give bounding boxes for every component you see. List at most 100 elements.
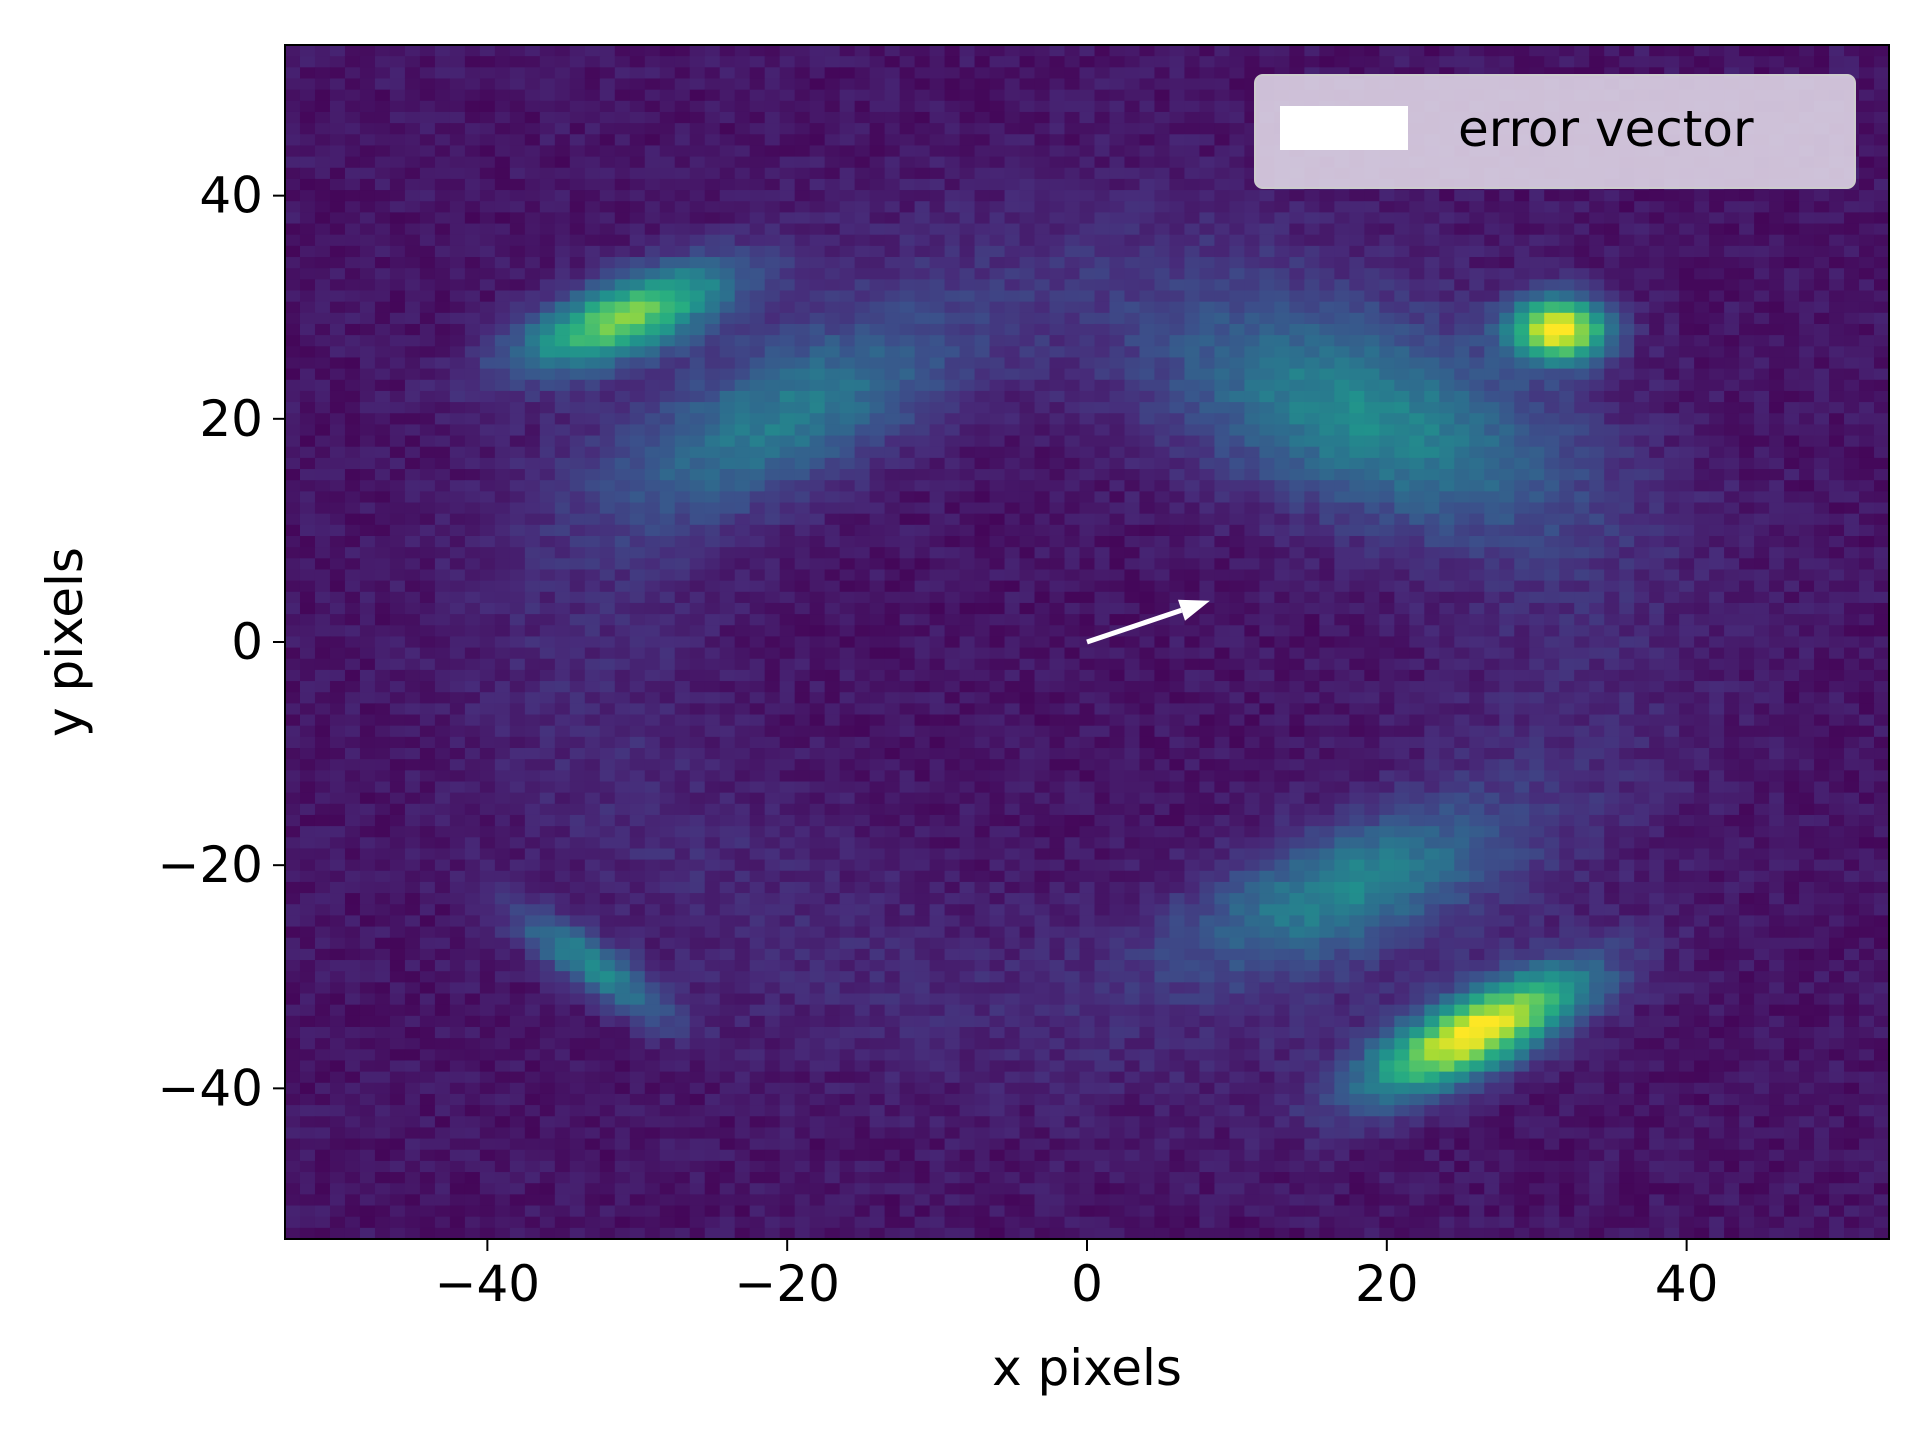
heatmap-cell — [1094, 491, 1111, 504]
heatmap-cell — [569, 290, 586, 303]
heatmap-cell — [809, 335, 826, 347]
heatmap-cell — [1364, 402, 1380, 414]
heatmap-cell — [974, 134, 991, 147]
heatmap-cell — [1424, 368, 1440, 381]
heatmap-cell — [569, 502, 586, 515]
heatmap-cell — [464, 368, 481, 381]
heatmap-cell — [689, 156, 706, 169]
heatmap-cell — [914, 480, 931, 492]
heatmap-cell — [689, 502, 706, 515]
heatmap-cell — [1634, 446, 1650, 459]
heatmap-cell — [824, 513, 841, 526]
heatmap-cell — [614, 390, 631, 403]
heatmap-cell — [434, 257, 451, 269]
heatmap-cell — [1844, 67, 1860, 80]
heatmap-cell — [1664, 457, 1680, 470]
heatmap-cell — [1844, 469, 1860, 481]
heatmap-cell — [644, 413, 661, 425]
heatmap-cell — [1529, 201, 1545, 213]
heatmap-cell — [1094, 357, 1111, 370]
heatmap-cell — [629, 89, 646, 102]
heatmap-cell — [1379, 290, 1395, 303]
heatmap-cell — [1004, 446, 1021, 459]
heatmap-cell — [434, 346, 451, 359]
heatmap-cell — [1829, 491, 1845, 504]
heatmap-cell — [1859, 156, 1875, 169]
heatmap-cell — [719, 457, 736, 470]
heatmap-cell — [494, 424, 511, 437]
heatmap-cell — [1154, 335, 1171, 347]
heatmap-cell — [404, 446, 421, 459]
heatmap-cell — [479, 290, 496, 303]
heatmap-cell — [659, 301, 676, 314]
heatmap-cell — [1739, 502, 1755, 515]
heatmap-cell — [344, 100, 361, 113]
heatmap-cell — [1859, 524, 1875, 537]
heatmap-cell — [779, 357, 796, 370]
heatmap-cell — [1199, 335, 1216, 347]
heatmap-cell — [479, 457, 496, 470]
heatmap-cell — [1124, 234, 1141, 247]
heatmap-cell — [285, 402, 301, 414]
heatmap-cell — [1799, 190, 1815, 202]
heatmap-cell — [1094, 368, 1111, 381]
heatmap-cell — [674, 357, 691, 370]
heatmap-cell — [1589, 424, 1605, 437]
heatmap-cell — [1364, 223, 1380, 236]
heatmap-cell — [1214, 167, 1231, 180]
heatmap-cell — [959, 234, 976, 247]
heatmap-cell — [524, 89, 541, 102]
heatmap-cell — [1004, 212, 1021, 225]
heatmap-cell — [569, 457, 586, 470]
heatmap-cell — [1199, 502, 1216, 515]
heatmap-cell — [629, 323, 646, 336]
heatmap-cell — [1229, 390, 1245, 403]
heatmap-cell — [629, 212, 646, 225]
heatmap-cell — [285, 480, 301, 492]
heatmap-cell — [884, 402, 901, 414]
heatmap-cell — [914, 45, 931, 57]
heatmap-cell — [1169, 290, 1186, 303]
heatmap-cell — [1589, 190, 1605, 202]
heatmap-cell — [1469, 379, 1485, 392]
heatmap-cell — [1739, 323, 1755, 336]
heatmap-cell — [494, 413, 511, 425]
heatmap-cell — [1379, 502, 1395, 515]
heatmap-cell — [1094, 413, 1111, 425]
heatmap-cell — [329, 513, 346, 526]
heatmap-cell — [1109, 402, 1126, 414]
heatmap-cell — [929, 346, 946, 359]
heatmap-cell — [989, 56, 1006, 68]
heatmap-cell — [719, 402, 736, 414]
heatmap-cell — [704, 245, 721, 258]
heatmap-cell — [959, 89, 976, 102]
heatmap-cell — [839, 245, 856, 258]
heatmap-cell — [539, 524, 556, 537]
heatmap-cell — [1874, 223, 1889, 236]
heatmap-cell — [434, 268, 451, 280]
heatmap-cell — [389, 223, 406, 236]
heatmap-cell — [1634, 402, 1650, 414]
heatmap-cell — [389, 56, 406, 68]
heatmap-cell — [374, 491, 391, 504]
heatmap-cell — [539, 145, 556, 158]
heatmap-cell — [719, 346, 736, 359]
heatmap-cell — [1379, 446, 1395, 459]
heatmap-cell — [1154, 402, 1171, 414]
heatmap-cell — [1559, 379, 1575, 392]
heatmap-cell — [1664, 45, 1680, 57]
heatmap-cell — [974, 223, 991, 236]
heatmap-cell — [659, 223, 676, 236]
heatmap-cell — [1394, 257, 1410, 269]
heatmap-cell — [944, 201, 961, 213]
heatmap-cell — [1064, 491, 1081, 504]
heatmap-cell — [1334, 402, 1350, 414]
heatmap-cell — [1799, 223, 1815, 236]
heatmap-cell — [1169, 145, 1186, 158]
heatmap-cell — [344, 279, 361, 292]
heatmap-cell — [629, 279, 646, 292]
heatmap-cell — [1259, 323, 1275, 336]
heatmap-cell — [1169, 346, 1186, 359]
heatmap-cell — [569, 245, 586, 258]
heatmap-cell — [749, 89, 766, 102]
